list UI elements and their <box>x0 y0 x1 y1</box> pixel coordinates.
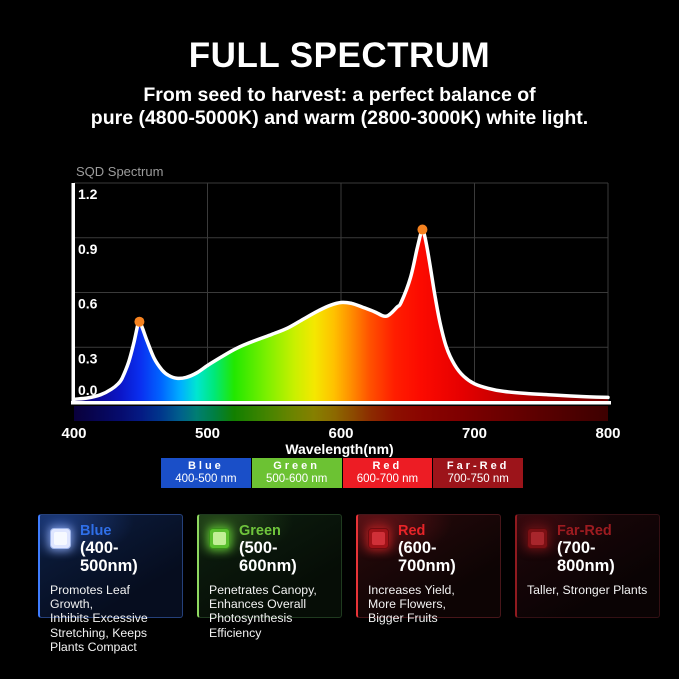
spectrum-strip <box>74 406 608 421</box>
card-body: Promotes Leaf Growth, Inhibits Excessive… <box>50 582 148 655</box>
card-range: (500-600nm) <box>239 539 297 576</box>
y-tick-label: 1.2 <box>78 186 98 202</box>
legend-segment-label: Blue <box>187 460 224 473</box>
y-axis-line <box>71 183 75 404</box>
legend-segment-green: Green 500-600 nm <box>251 458 342 488</box>
x-axis-label: Wavelength(nm) <box>285 441 394 457</box>
legend-segment-blue: Blue 400-500 nm <box>161 458 251 488</box>
x-tick-label: 600 <box>328 425 353 442</box>
card-range: (400-500nm) <box>80 539 138 576</box>
page-subtitle: From seed to harvest: a perfect balance … <box>0 84 679 130</box>
blue-led-chip-icon <box>50 528 71 549</box>
legend-segment-label: Red <box>372 460 403 473</box>
card-title: Blue <box>80 523 112 539</box>
page-title: FULL SPECTRUM <box>188 36 491 75</box>
card-title: Red <box>398 523 426 539</box>
spectrum-chart: 0.0 0.3 0.6 0.9 1.2 400 500 600 700 800 <box>61 182 621 442</box>
y-tick-label: 0.3 <box>78 350 98 366</box>
card-body: Penetrates Canopy, Enhances Overall Phot… <box>209 582 317 640</box>
x-tick-label: 800 <box>595 425 620 442</box>
legend-segment-range: 500-600 nm <box>265 472 328 485</box>
card-farred: Far-Red (700-800nm) Taller, Stronger Pla… <box>515 514 660 618</box>
card-title: Far-Red <box>557 523 612 539</box>
legend-segment-red: Red 600-700 nm <box>342 458 433 488</box>
x-axis-line <box>71 401 611 405</box>
card-body: Taller, Stronger Plants <box>527 582 648 597</box>
legend-segment-label: Far-Red <box>446 460 510 473</box>
y-tick-label: 0.9 <box>78 241 98 257</box>
legend-segment-label: Green <box>273 460 321 473</box>
x-tick-label: 500 <box>195 425 220 442</box>
peak-marker <box>417 224 428 235</box>
spectrum-info-cards: Blue (400-500nm) Promotes Leaf Growth, I… <box>38 514 660 654</box>
card-red: Red (600-700nm) Increases Yield, More Fl… <box>356 514 501 625</box>
spectrum-strip-shade <box>74 406 608 421</box>
subtitle-line-2: pure (4800-5000K) and warm (2800-3000K) … <box>90 107 589 129</box>
green-led-chip-icon <box>209 528 230 549</box>
legend-segment-farred: Far-Red 700-750 nm <box>433 458 523 488</box>
farred-led-chip-icon <box>527 528 548 549</box>
y-tick-label: 0.0 <box>78 382 98 398</box>
card-green: Green (500-600nm) Penetrates Canopy, Enh… <box>197 514 342 640</box>
card-range: (700-800nm) <box>557 539 615 576</box>
wavelength-legend: Blue 400-500 nm Green 500-600 nm Red 600… <box>161 458 523 488</box>
peak-marker <box>134 316 145 327</box>
legend-segment-range: 600-700 nm <box>356 472 419 485</box>
y-tick-label: 0.6 <box>78 296 98 312</box>
red-led-chip-icon <box>368 528 389 549</box>
legend-segment-range: 700-750 nm <box>447 472 509 485</box>
x-tick-label: 700 <box>462 425 487 442</box>
card-title: Green <box>239 523 281 539</box>
x-tick-label: 400 <box>61 425 86 442</box>
card-range: (600-700nm) <box>398 539 456 576</box>
card-body: Increases Yield, More Flowers, Bigger Fr… <box>368 582 455 626</box>
card-blue: Blue (400-500nm) Promotes Leaf Growth, I… <box>38 514 183 654</box>
subtitle-line-1: From seed to harvest: a perfect balance … <box>143 84 536 106</box>
legend-segment-range: 400-500 nm <box>175 472 237 485</box>
spectrum-area <box>74 229 608 402</box>
chart-title: SQD Spectrum <box>76 164 164 179</box>
